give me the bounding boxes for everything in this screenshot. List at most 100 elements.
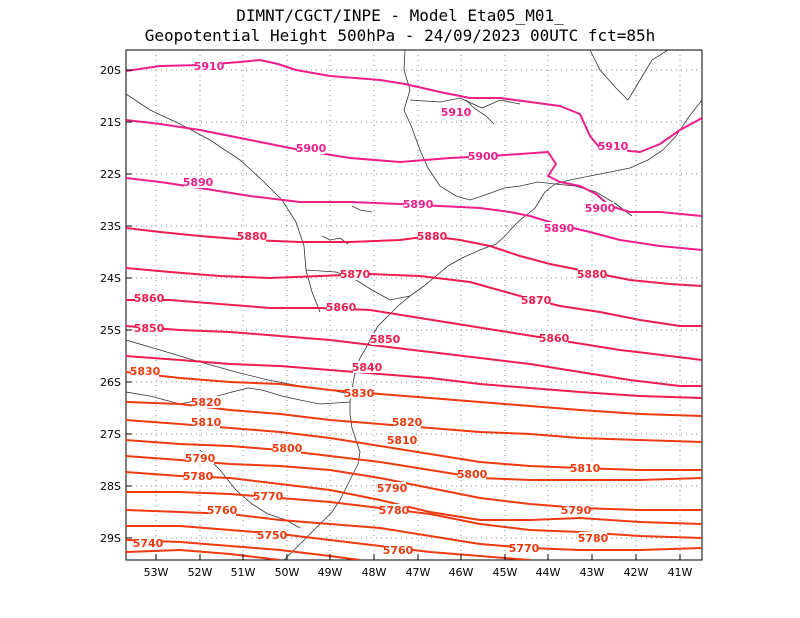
contour-label: 5870 (340, 268, 371, 281)
lon-tick-label: 47W (406, 566, 431, 579)
contour-label-background (345, 387, 373, 399)
contour-label: 5900 (296, 142, 327, 155)
contour-label: 5820 (392, 416, 423, 429)
contour-label-background (353, 361, 381, 373)
contour-label: 5800 (457, 468, 488, 481)
lon-tick-label: 41W (668, 566, 693, 579)
map-title-line-1: DIMNT/CGCT/INPE - Model Eta05_M01_ (236, 6, 564, 25)
contour-label-background (388, 434, 416, 446)
contour-label: 5890 (183, 176, 214, 189)
state-border (305, 269, 411, 301)
contour-line (126, 371, 702, 417)
contour-label: 5880 (237, 230, 268, 243)
state-border (126, 93, 321, 313)
longitude-tick-labels: 53W 52W 51W 50W 49W 48W 47W 46W 45W 44W 43W 42W 41W (144, 554, 693, 579)
contour-label: 5830 (130, 365, 161, 378)
contour-label: 5880 (577, 268, 608, 281)
contour-label-background (418, 230, 446, 242)
contour-label: 5810 (191, 416, 222, 429)
lat-tick-label: 25S (100, 324, 121, 337)
contour-label: 5910 (441, 106, 472, 119)
contour-label-background (258, 529, 286, 541)
contour-label-background (442, 106, 470, 118)
contour-label: 5820 (191, 396, 222, 409)
lat-tick-label: 22S (100, 168, 121, 181)
contour-label-background (384, 544, 412, 556)
lat-tick-label: 28S (100, 480, 121, 493)
contour-label: 5780 (183, 470, 214, 483)
contour-label-background (135, 292, 163, 304)
contour-label-background (510, 542, 538, 554)
contour-label-background (327, 301, 355, 313)
contour-label-background (341, 268, 369, 280)
contour-line (126, 325, 702, 387)
contour-label-background (378, 482, 406, 494)
contour-label: 5740 (133, 537, 164, 550)
state-border (403, 50, 556, 201)
contour-label-background (469, 150, 497, 162)
lon-tick-label: 53W (144, 566, 169, 579)
contour-label: 5890 (403, 198, 434, 211)
contour-label: 5910 (598, 140, 629, 153)
contour-label: 5890 (544, 222, 575, 235)
contour-label: 5860 (134, 292, 165, 305)
contour-label-background (238, 230, 266, 242)
contour-label-background (131, 365, 159, 377)
contour-line (126, 267, 702, 327)
contour-label-background (380, 504, 408, 516)
map-title-line-2: Geopotential Height 500hPa - 24/09/2023 … (144, 26, 656, 45)
contour-label-background (522, 294, 550, 306)
lat-tick-label: 23S (100, 220, 121, 233)
contour-labels: 5910 5910 5910 5900 5900 5900 5890 5890 5890 5880… (130, 60, 629, 557)
contour-line (126, 355, 702, 399)
lat-tick-label: 21S (100, 116, 121, 129)
lon-tick-label: 50W (275, 566, 300, 579)
contour-label: 5860 (539, 332, 570, 345)
lon-tick-label: 52W (188, 566, 213, 579)
contour-label-background (571, 462, 599, 474)
contour-label: 5910 (194, 60, 225, 73)
contour-line (126, 439, 702, 481)
contour-label: 5760 (207, 504, 238, 517)
contour-label-background (393, 416, 421, 428)
contour-label: 5780 (578, 532, 609, 545)
contour-label: 5790 (377, 482, 408, 495)
contour-label-background (134, 537, 162, 549)
contour-label: 5860 (326, 301, 357, 314)
contour-label-background (192, 416, 220, 428)
lat-tick-label: 24S (100, 272, 121, 285)
contour-label-background (297, 142, 325, 154)
map-frame (125, 49, 703, 561)
contour-label: 5880 (417, 230, 448, 243)
contour-label-background (562, 504, 590, 516)
contour-line (126, 539, 361, 560)
contour-label-background (186, 452, 214, 464)
contour-label: 5790 (561, 504, 592, 517)
contour-line (126, 299, 702, 361)
contour-label: 5840 (352, 361, 383, 374)
lat-tick-label: 27S (100, 428, 121, 441)
lon-tick-label: 44W (536, 566, 561, 579)
lon-tick-label: 48W (362, 566, 387, 579)
contour-label: 5800 (272, 442, 303, 455)
contour-label-background (195, 60, 223, 72)
contour-label: 5850 (370, 333, 401, 346)
contour-label: 5850 (134, 322, 165, 335)
contour-label: 5790 (185, 452, 216, 465)
contour-line (126, 177, 702, 251)
contour-label: 5780 (379, 504, 410, 517)
contour-label-background (208, 504, 236, 516)
lon-tick-label: 49W (318, 566, 343, 579)
lon-tick-label: 42W (624, 566, 649, 579)
lon-tick-label: 43W (580, 566, 605, 579)
contour-label-background (540, 332, 568, 344)
contour-label: 5870 (521, 294, 552, 307)
contour-label-background (135, 322, 163, 334)
contour-label: 5810 (570, 462, 601, 475)
contour-label: 5760 (383, 544, 414, 557)
contour-label: 5900 (468, 150, 499, 163)
contour-label-background (545, 222, 573, 234)
contour-label-background (371, 333, 399, 345)
contour-line (126, 549, 281, 560)
